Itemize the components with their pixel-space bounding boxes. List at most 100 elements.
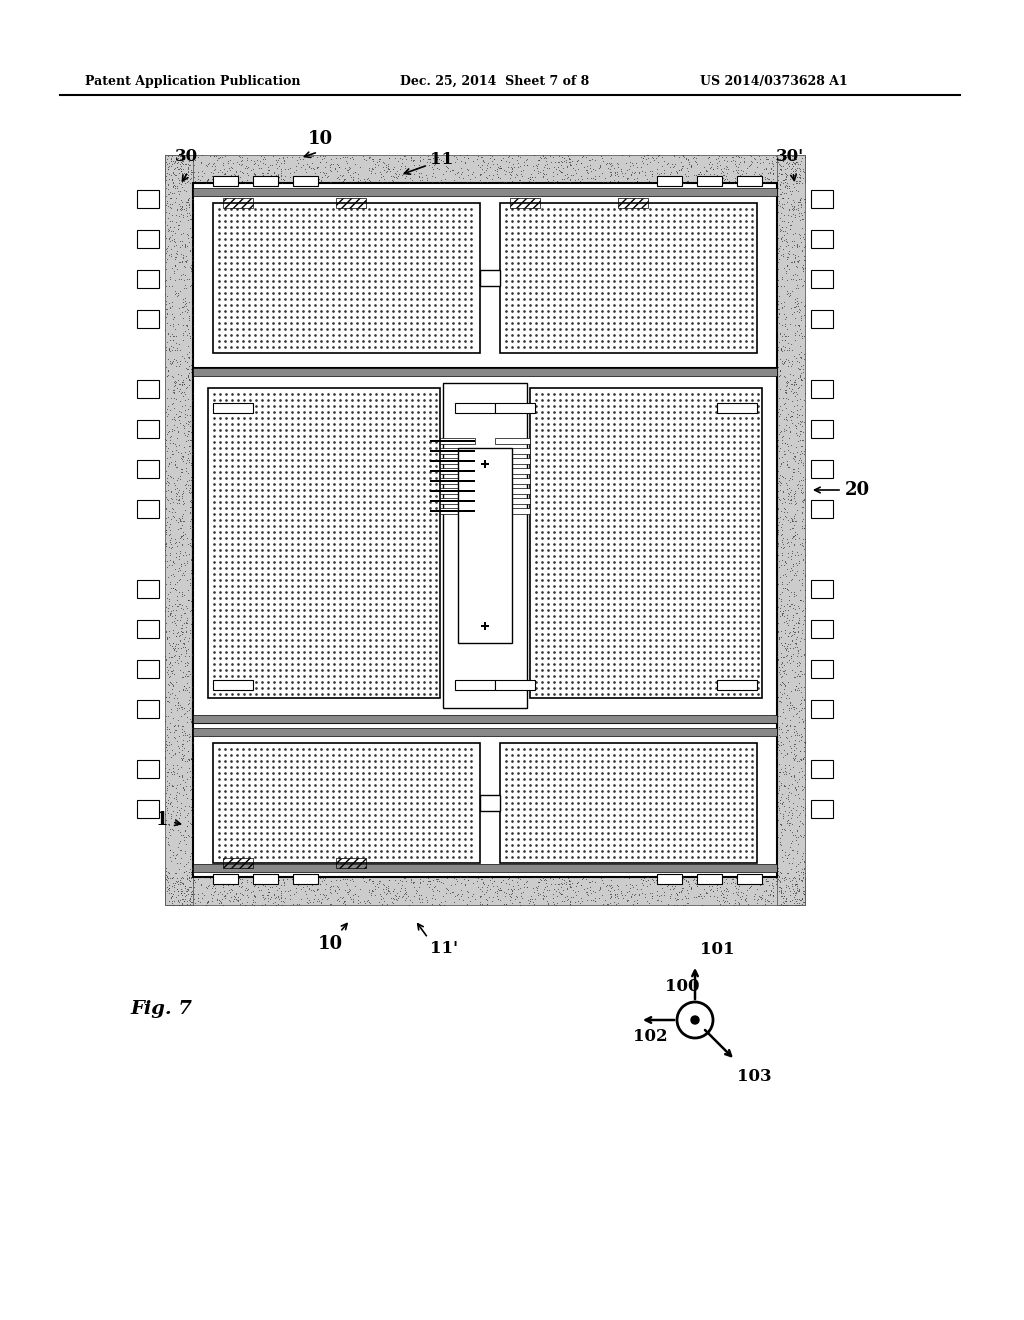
Point xyxy=(562,152,579,173)
Point xyxy=(603,156,620,177)
Bar xyxy=(440,458,475,465)
Point xyxy=(540,875,556,896)
Point xyxy=(183,189,200,210)
Point xyxy=(680,152,696,173)
Point xyxy=(774,400,791,421)
Point xyxy=(309,157,326,178)
Point xyxy=(708,149,724,170)
Point xyxy=(158,612,174,634)
Point xyxy=(695,878,712,899)
Point xyxy=(697,160,714,181)
Point xyxy=(171,490,187,511)
Point xyxy=(711,168,727,189)
Point xyxy=(168,599,184,620)
Point xyxy=(685,870,701,891)
Point xyxy=(474,158,490,180)
Point xyxy=(731,886,748,907)
Point xyxy=(175,734,191,755)
Point xyxy=(255,153,271,174)
Point xyxy=(180,161,197,182)
Point xyxy=(639,867,655,888)
Bar xyxy=(440,508,475,513)
Point xyxy=(786,533,803,554)
Point xyxy=(247,169,263,190)
Point xyxy=(167,593,183,614)
Point xyxy=(392,148,409,169)
Point xyxy=(205,875,221,896)
Point xyxy=(773,814,790,836)
Point xyxy=(787,894,804,915)
Point xyxy=(171,540,187,561)
Point xyxy=(201,152,217,173)
Point xyxy=(168,634,184,655)
Point xyxy=(786,515,803,536)
Point xyxy=(166,726,182,747)
Point xyxy=(168,235,184,256)
Point xyxy=(182,748,199,770)
Bar xyxy=(293,874,318,884)
Point xyxy=(305,891,322,912)
Point xyxy=(161,718,177,739)
Point xyxy=(306,166,323,187)
Point xyxy=(160,867,176,888)
Point xyxy=(644,869,660,890)
Point xyxy=(501,162,517,183)
Point xyxy=(725,160,741,181)
Point xyxy=(731,147,748,168)
Point xyxy=(165,326,181,347)
Point xyxy=(737,888,754,909)
Point xyxy=(167,223,183,244)
Point xyxy=(668,165,684,186)
Point xyxy=(425,876,441,898)
Point xyxy=(771,158,787,180)
Point xyxy=(478,890,495,911)
Point xyxy=(173,882,189,903)
Point xyxy=(390,165,407,186)
Point xyxy=(167,255,183,276)
Point xyxy=(159,249,175,271)
Point xyxy=(718,880,734,902)
Point xyxy=(177,296,194,317)
Point xyxy=(170,759,186,780)
Point xyxy=(173,462,189,483)
Point xyxy=(787,416,804,437)
Point xyxy=(327,879,343,900)
Point xyxy=(399,164,416,185)
Point xyxy=(167,453,183,474)
Point xyxy=(512,895,528,916)
Point xyxy=(784,624,801,645)
Point xyxy=(783,339,800,360)
Point xyxy=(629,879,645,900)
Point xyxy=(273,874,290,895)
Point xyxy=(580,162,596,183)
Point xyxy=(256,869,272,890)
Point xyxy=(180,676,197,697)
Point xyxy=(270,887,287,908)
Point xyxy=(167,558,183,579)
Point xyxy=(164,409,180,430)
Point xyxy=(572,874,589,895)
Point xyxy=(504,892,520,913)
Point xyxy=(170,895,186,916)
Point xyxy=(184,586,201,607)
Point xyxy=(617,884,634,906)
Point xyxy=(442,160,459,181)
Point xyxy=(742,876,759,898)
Point xyxy=(452,867,468,888)
Point xyxy=(170,158,186,180)
Point xyxy=(551,867,567,888)
Point xyxy=(182,535,199,556)
Point xyxy=(173,296,189,317)
Point xyxy=(778,371,795,392)
Point xyxy=(572,170,589,191)
Point xyxy=(773,549,790,570)
Point xyxy=(771,470,787,491)
Point xyxy=(783,230,800,251)
Point xyxy=(728,878,744,899)
Point xyxy=(673,874,689,895)
Point xyxy=(644,886,660,907)
Point xyxy=(406,871,422,892)
Point xyxy=(159,770,175,791)
Point xyxy=(164,488,180,510)
Point xyxy=(579,869,595,890)
